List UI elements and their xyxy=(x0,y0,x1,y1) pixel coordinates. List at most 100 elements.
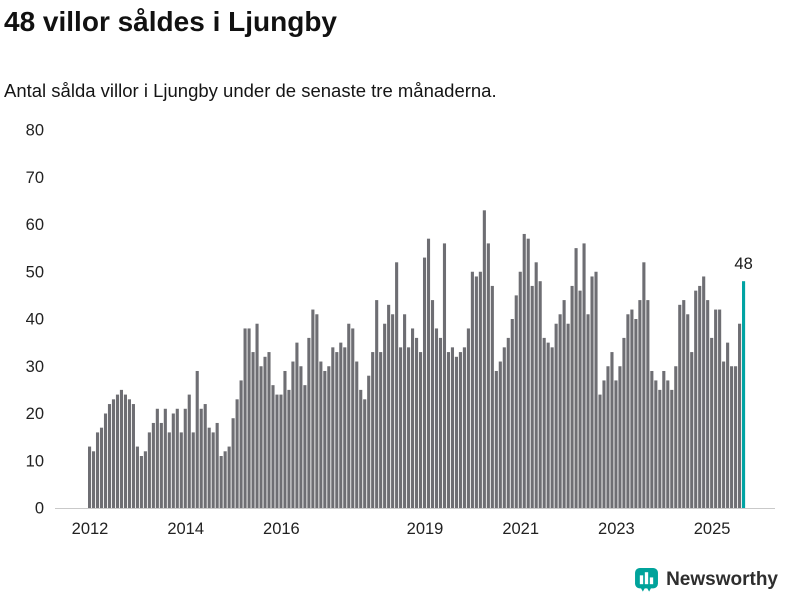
bar xyxy=(119,389,124,509)
bar xyxy=(299,366,303,508)
bar xyxy=(339,342,343,509)
x-tick-label: 2016 xyxy=(263,520,300,538)
x-tick-label: 2025 xyxy=(694,520,731,538)
bar xyxy=(478,271,482,508)
bar xyxy=(88,446,92,508)
bar xyxy=(702,276,706,508)
bar xyxy=(686,314,690,508)
bar xyxy=(219,456,223,508)
bar xyxy=(438,337,443,508)
bar xyxy=(578,290,582,508)
bar xyxy=(407,347,411,508)
bar xyxy=(602,380,606,508)
bar xyxy=(514,295,518,509)
bar xyxy=(654,380,658,508)
bar xyxy=(239,380,243,508)
bar xyxy=(722,361,726,508)
y-tick-label: 0 xyxy=(35,500,44,518)
bar xyxy=(594,271,598,508)
bar xyxy=(147,432,151,508)
bar xyxy=(502,347,506,508)
bar xyxy=(411,328,415,508)
y-tick-label: 10 xyxy=(26,452,44,470)
bar xyxy=(347,323,351,508)
bar xyxy=(399,347,403,508)
bar xyxy=(542,337,546,508)
bar xyxy=(566,323,570,508)
x-tick-label: 2014 xyxy=(167,520,204,538)
bar xyxy=(287,389,291,509)
bar xyxy=(522,233,526,508)
chart-area: 0 10 20 30 40 50 60 70 80 2012 2014 2016 2019 2021 202… xyxy=(0,108,800,548)
bar xyxy=(223,451,227,508)
x-tick-label: 2012 xyxy=(72,520,109,538)
bar xyxy=(630,309,634,508)
bar xyxy=(111,399,116,508)
bar xyxy=(606,366,610,508)
bar xyxy=(383,323,387,508)
bar xyxy=(415,337,419,508)
bar xyxy=(494,370,498,508)
bar xyxy=(367,375,371,508)
bar xyxy=(598,394,602,508)
bar xyxy=(115,394,120,508)
bar xyxy=(103,413,108,508)
bar xyxy=(690,352,694,508)
bar xyxy=(474,276,478,508)
bar xyxy=(534,262,538,508)
bar xyxy=(211,432,215,508)
bar xyxy=(187,394,191,508)
bar xyxy=(259,366,263,508)
bar xyxy=(159,422,163,508)
bar xyxy=(127,399,131,508)
x-tick-label: 2023 xyxy=(598,520,635,538)
bar xyxy=(363,399,367,508)
bar xyxy=(207,427,211,508)
bar xyxy=(387,304,391,508)
bar xyxy=(442,243,447,508)
bar xyxy=(638,300,642,508)
x-tick-label: 2021 xyxy=(502,520,539,538)
bar xyxy=(271,385,275,508)
bar xyxy=(163,408,167,508)
bar xyxy=(506,337,510,508)
bar xyxy=(446,352,451,508)
bar xyxy=(203,404,207,508)
bar xyxy=(283,370,287,508)
highlight-value-label: 48 xyxy=(734,255,752,273)
bar xyxy=(418,352,423,508)
bar xyxy=(582,243,586,508)
bar xyxy=(430,300,435,508)
bar xyxy=(526,238,530,508)
bar xyxy=(91,451,96,508)
bar xyxy=(263,356,267,508)
highlighted-bar xyxy=(742,281,746,508)
bar xyxy=(454,356,458,508)
bar xyxy=(295,342,299,509)
bar xyxy=(279,394,283,508)
bar xyxy=(247,328,251,508)
bar xyxy=(131,404,135,508)
bar xyxy=(694,290,698,508)
brand-footer: Newsworthy xyxy=(634,567,778,592)
bar xyxy=(351,328,355,508)
y-tick-label: 30 xyxy=(26,358,44,376)
bar xyxy=(626,314,630,508)
bar xyxy=(570,285,574,508)
bar xyxy=(682,300,686,508)
bar xyxy=(251,352,255,508)
bar xyxy=(662,370,666,508)
bar xyxy=(95,432,100,508)
bar xyxy=(530,285,534,508)
bar xyxy=(355,361,359,508)
bar xyxy=(646,300,650,508)
bar xyxy=(710,337,714,508)
bar xyxy=(434,328,439,508)
bar xyxy=(730,366,734,508)
bar xyxy=(215,422,219,508)
bar xyxy=(510,319,514,508)
bar xyxy=(470,271,474,508)
bar xyxy=(618,366,622,508)
bar xyxy=(179,432,183,508)
bar xyxy=(123,394,127,508)
